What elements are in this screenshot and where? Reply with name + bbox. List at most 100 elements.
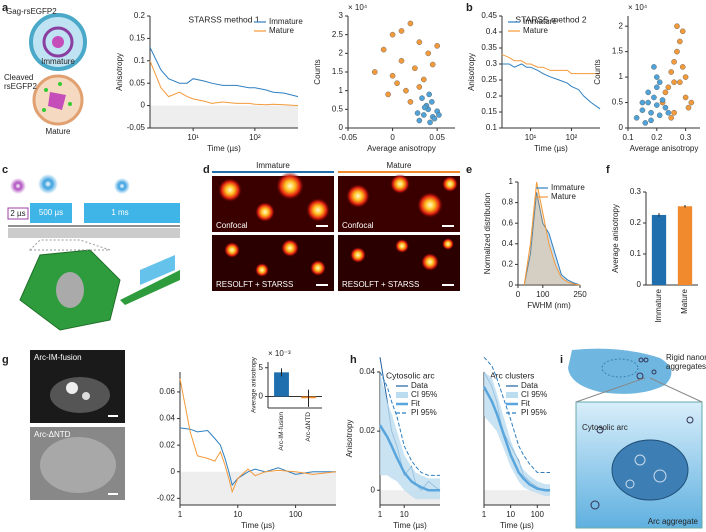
scatter-point <box>642 120 649 126</box>
scatter-point <box>639 107 646 113</box>
series-line <box>502 63 601 110</box>
x-tick-label: -0.05 <box>339 133 358 142</box>
zero-shade <box>484 490 550 505</box>
series-line <box>378 424 440 492</box>
y-tick-label: 0.3 <box>486 59 498 68</box>
series-line <box>523 181 581 286</box>
y-tick-label: 3 <box>339 11 344 20</box>
y-tick-label: 0 <box>619 123 624 132</box>
x-tick-label: Mature <box>680 288 689 313</box>
x-tick-label: 10¹ <box>525 133 537 142</box>
axis-scale-label: × 10⁻³ <box>268 349 291 358</box>
y-tick-label: 0.6 <box>502 218 514 227</box>
legend-swatch <box>396 392 408 398</box>
legend-label: CI 95% <box>521 390 547 399</box>
image-label: RESOLFT + STARSS <box>216 280 293 289</box>
confidence-band <box>380 372 440 500</box>
scatter-point <box>671 59 677 65</box>
x-tick-label: 1 <box>378 510 383 519</box>
pulse-label: 1 ms <box>111 208 128 217</box>
legend-label: Data <box>521 381 538 390</box>
chart-title: STARSS method 1 <box>188 14 259 24</box>
diagram-label: Rigid nanometric <box>666 353 706 362</box>
panel-label: a <box>2 2 9 14</box>
area <box>524 192 580 285</box>
y-tick-label: 0.15 <box>129 34 145 43</box>
scatter-point <box>421 104 428 111</box>
scatter-point <box>389 31 396 38</box>
x-tick-label: 100 <box>531 510 545 519</box>
series-line <box>483 356 550 473</box>
series-line <box>523 192 581 286</box>
legend-label: Mature <box>269 26 294 35</box>
legend-label: Fit <box>411 399 421 408</box>
legend-label: Immature <box>523 17 557 26</box>
y-tick-label: 0.2 <box>486 91 498 100</box>
scatter-point <box>679 28 686 35</box>
zero-shade <box>180 471 336 505</box>
timing-diagram <box>7 174 180 331</box>
y-tick-label: 0.02 <box>159 440 175 449</box>
y-tick-label: 0.02 <box>359 426 375 435</box>
y-tick-label: 0.06 <box>159 387 175 396</box>
legend-label: Data <box>411 381 428 390</box>
scatter-point <box>427 119 433 126</box>
y-tick-label: 0 <box>171 467 176 476</box>
y-tick-label: 0.4 <box>502 239 514 248</box>
scatter-point <box>656 112 663 119</box>
chart-title: Arc clusters <box>490 370 534 380</box>
legend-label: Immature <box>269 17 303 26</box>
x-tick-label: 10¹ <box>187 133 199 142</box>
x-tick-label: 1 <box>178 510 183 519</box>
x-axis-label: Time (µs) <box>393 521 427 530</box>
y-tick-label: 0 <box>339 123 344 132</box>
scatter-point <box>407 20 414 27</box>
pulse-label: 500 µs <box>39 208 63 217</box>
y-tick-label: 2.5 <box>332 30 344 39</box>
y-tick-label: 0.15 <box>481 107 497 116</box>
scatter-point <box>416 39 423 45</box>
scatter-point <box>425 50 432 57</box>
legend-label: CI 95% <box>411 390 437 399</box>
x-tick-label: 10² <box>249 133 261 142</box>
series-line <box>179 427 336 487</box>
y-tick-label: 0.25 <box>481 75 497 84</box>
x-axis-label: Average anisotropy <box>630 144 699 153</box>
y-tick-label: 0.1 <box>630 249 642 258</box>
x-tick-label: 250 <box>573 290 587 299</box>
scatter-point <box>407 99 414 105</box>
y-axis-label: Anisotropy <box>467 53 476 91</box>
image-header: Immature <box>256 161 290 170</box>
scatter-point <box>645 99 651 106</box>
micrographs <box>30 350 125 500</box>
series-line <box>149 60 299 107</box>
bar <box>651 214 667 285</box>
scatter-point <box>429 99 435 105</box>
legend-label: PI 95% <box>521 408 547 417</box>
diagram-label: rsEGFP2 <box>4 82 37 91</box>
x-tick-label: 0.3 <box>680 133 692 142</box>
x-axis-label: FWHM (nm) <box>527 301 571 310</box>
x-tick-label: 0 <box>516 290 521 299</box>
y-axis-label: Counts <box>313 59 322 84</box>
diagram-label: Cleaved <box>4 73 33 82</box>
scatter-point <box>394 80 400 86</box>
scatter-point <box>380 46 387 53</box>
scatter-point <box>403 87 409 94</box>
x-axis-label: Time (µs) <box>534 144 568 153</box>
y-tick-label: 0 <box>371 485 376 494</box>
y-tick-label: 0 <box>637 280 642 289</box>
scatter-point <box>665 109 672 116</box>
scatter-point <box>651 94 657 101</box>
scatter-point <box>416 84 423 90</box>
y-tick-label: 0.04 <box>159 414 175 423</box>
zero-shade <box>150 105 298 128</box>
image-label: Confocal <box>342 221 374 230</box>
virus-diagram <box>29 13 87 126</box>
diagram-label: Mature <box>46 127 71 136</box>
x-tick-label: Arc-ΔNTD <box>305 412 312 442</box>
scatter-point <box>679 64 686 70</box>
legend-label: Mature <box>551 192 576 201</box>
y-tick-label: 0.1 <box>486 123 498 132</box>
x-tick-label: 1 <box>482 510 487 519</box>
